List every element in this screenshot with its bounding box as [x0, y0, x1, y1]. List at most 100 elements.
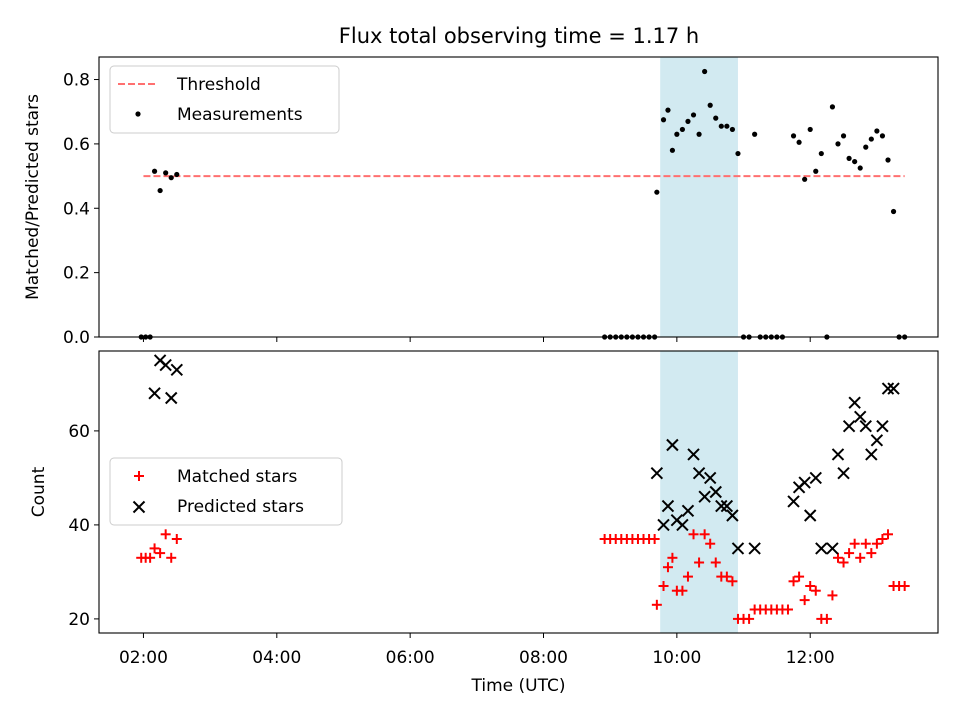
measurement-point-50	[835, 141, 841, 147]
matched-point-53	[844, 548, 855, 559]
legend-measurements-label: Measurements	[177, 105, 303, 125]
predicted-point-26	[809, 471, 822, 485]
matched-point-32	[727, 576, 738, 587]
matched-point-17	[649, 534, 660, 544]
predicted-point-12	[687, 448, 700, 461]
bottom-xtick-label-1: 04:00	[252, 648, 301, 668]
top-ytick-label-1: 0.2	[63, 264, 90, 284]
predicted-point-12-b	[687, 448, 700, 461]
predicted-point-4-b	[170, 363, 183, 377]
matched-point-18	[651, 599, 662, 610]
predicted-point-3-b	[165, 391, 178, 405]
predicted-point-0	[148, 387, 161, 400]
predicted-point-32-b	[848, 396, 861, 409]
predicted-point-37-b	[876, 419, 889, 433]
top-measurement-marks	[138, 68, 908, 340]
bottom-ytick-label-1: 40	[68, 516, 90, 536]
predicted-point-38	[881, 382, 895, 395]
predicted-point-29	[831, 448, 845, 461]
predicted-point-22-b	[787, 495, 800, 508]
measurement-point-26	[696, 131, 702, 137]
measurement-point-45	[807, 126, 813, 133]
predicted-point-6	[657, 518, 670, 532]
measurement-point-18	[654, 189, 660, 195]
matched-point-2	[145, 552, 156, 563]
measurement-point-59	[885, 157, 891, 163]
predicted-point-24	[798, 476, 811, 489]
matched-point-19	[658, 581, 669, 591]
predicted-point-28-b	[826, 542, 839, 555]
measurement-point-25	[690, 112, 697, 118]
predicted-point-3	[165, 391, 178, 405]
predicted-point-22	[787, 495, 800, 508]
top-legend-frame	[109, 65, 340, 134]
top-ytick-label-2: 0.4	[63, 199, 90, 219]
top-axes-frame	[98, 56, 939, 338]
predicted-point-39	[887, 382, 900, 395]
measurement-point-58	[879, 133, 886, 139]
measurement-point-44	[802, 176, 808, 182]
legend-threshold-label: Threshold	[176, 75, 261, 95]
predicted-point-11-b	[681, 504, 695, 518]
top-axis-ticks: 0.0 0.2 0.4 0.6 0.8	[63, 71, 811, 348]
measurement-point-27	[702, 68, 708, 75]
legend-matched-label: Matched stars	[177, 467, 297, 487]
measurement-point-36	[752, 131, 758, 137]
measurement-point-42	[790, 133, 797, 139]
predicted-point-2	[159, 358, 172, 372]
predicted-point-25-b	[803, 509, 817, 522]
matched-point-51	[832, 552, 843, 563]
predicted-point-2-b	[159, 358, 172, 372]
predicted-point-17	[715, 499, 728, 513]
matched-point-45	[799, 595, 810, 606]
bottom-axes-frame	[98, 350, 939, 634]
matched-point-63	[899, 581, 910, 591]
bottom-xtick-label-0: 02:00	[119, 648, 168, 668]
measurement-point-22	[674, 131, 680, 137]
predicted-point-32	[848, 396, 861, 409]
top-ytick-label-4: 0.8	[63, 71, 90, 91]
predicted-point-8	[666, 438, 679, 452]
measurement-point-4	[157, 187, 163, 194]
predicted-point-17-b	[715, 499, 728, 513]
predicted-point-39-b	[887, 382, 900, 395]
legend-predicted-label: Predicted stars	[177, 497, 304, 517]
predicted-point-5-b	[650, 466, 664, 480]
legend-measurements-swatch	[135, 111, 141, 117]
measurement-point-53	[852, 158, 858, 165]
predicted-point-19-b	[726, 509, 739, 522]
measurement-point-21	[669, 147, 676, 153]
predicted-point-35	[865, 448, 878, 461]
measurement-point-28	[707, 102, 713, 108]
matched-point-58	[871, 538, 882, 549]
predicted-point-18-b	[720, 499, 734, 513]
matched-point-25	[688, 529, 699, 540]
predicted-point-27	[815, 542, 828, 555]
measurement-point-7	[174, 171, 180, 178]
bottom-panel: 20 40 60 02:00 04:00 06:00 08:00 10:00 12:00 Cou…	[29, 350, 939, 696]
predicted-point-21-b	[748, 542, 761, 555]
predicted-point-16-b	[709, 485, 722, 499]
predicted-point-14-b	[698, 490, 711, 503]
predicted-point-7	[661, 499, 675, 513]
matched-point-21	[667, 552, 678, 563]
measurement-point-6	[168, 175, 174, 181]
top-panel: 0.00.20.40.60.8 Matched/Predicted stars …	[23, 56, 939, 348]
matched-point-24	[682, 571, 693, 582]
matched-point-35	[744, 613, 755, 624]
measurement-point-55	[863, 144, 869, 150]
measurement-point-43	[796, 139, 802, 145]
measurement-point-54	[857, 165, 863, 171]
predicted-point-29-b	[831, 448, 845, 461]
matched-point-31	[721, 571, 732, 582]
matched-point-47	[810, 585, 821, 596]
predicted-point-5	[650, 466, 664, 480]
matched-point-28	[705, 538, 716, 549]
matched-point-46	[805, 581, 816, 591]
predicted-point-36-b	[870, 434, 884, 447]
predicted-point-31	[842, 419, 856, 433]
top-observing-window-shade	[660, 57, 738, 337]
predicted-point-28	[826, 542, 839, 555]
predicted-point-8-b	[666, 438, 679, 452]
bottom-axis-ticks: 20 40 60 02:00 04:00 06:00 08:00 10:00 12:00	[68, 422, 834, 668]
